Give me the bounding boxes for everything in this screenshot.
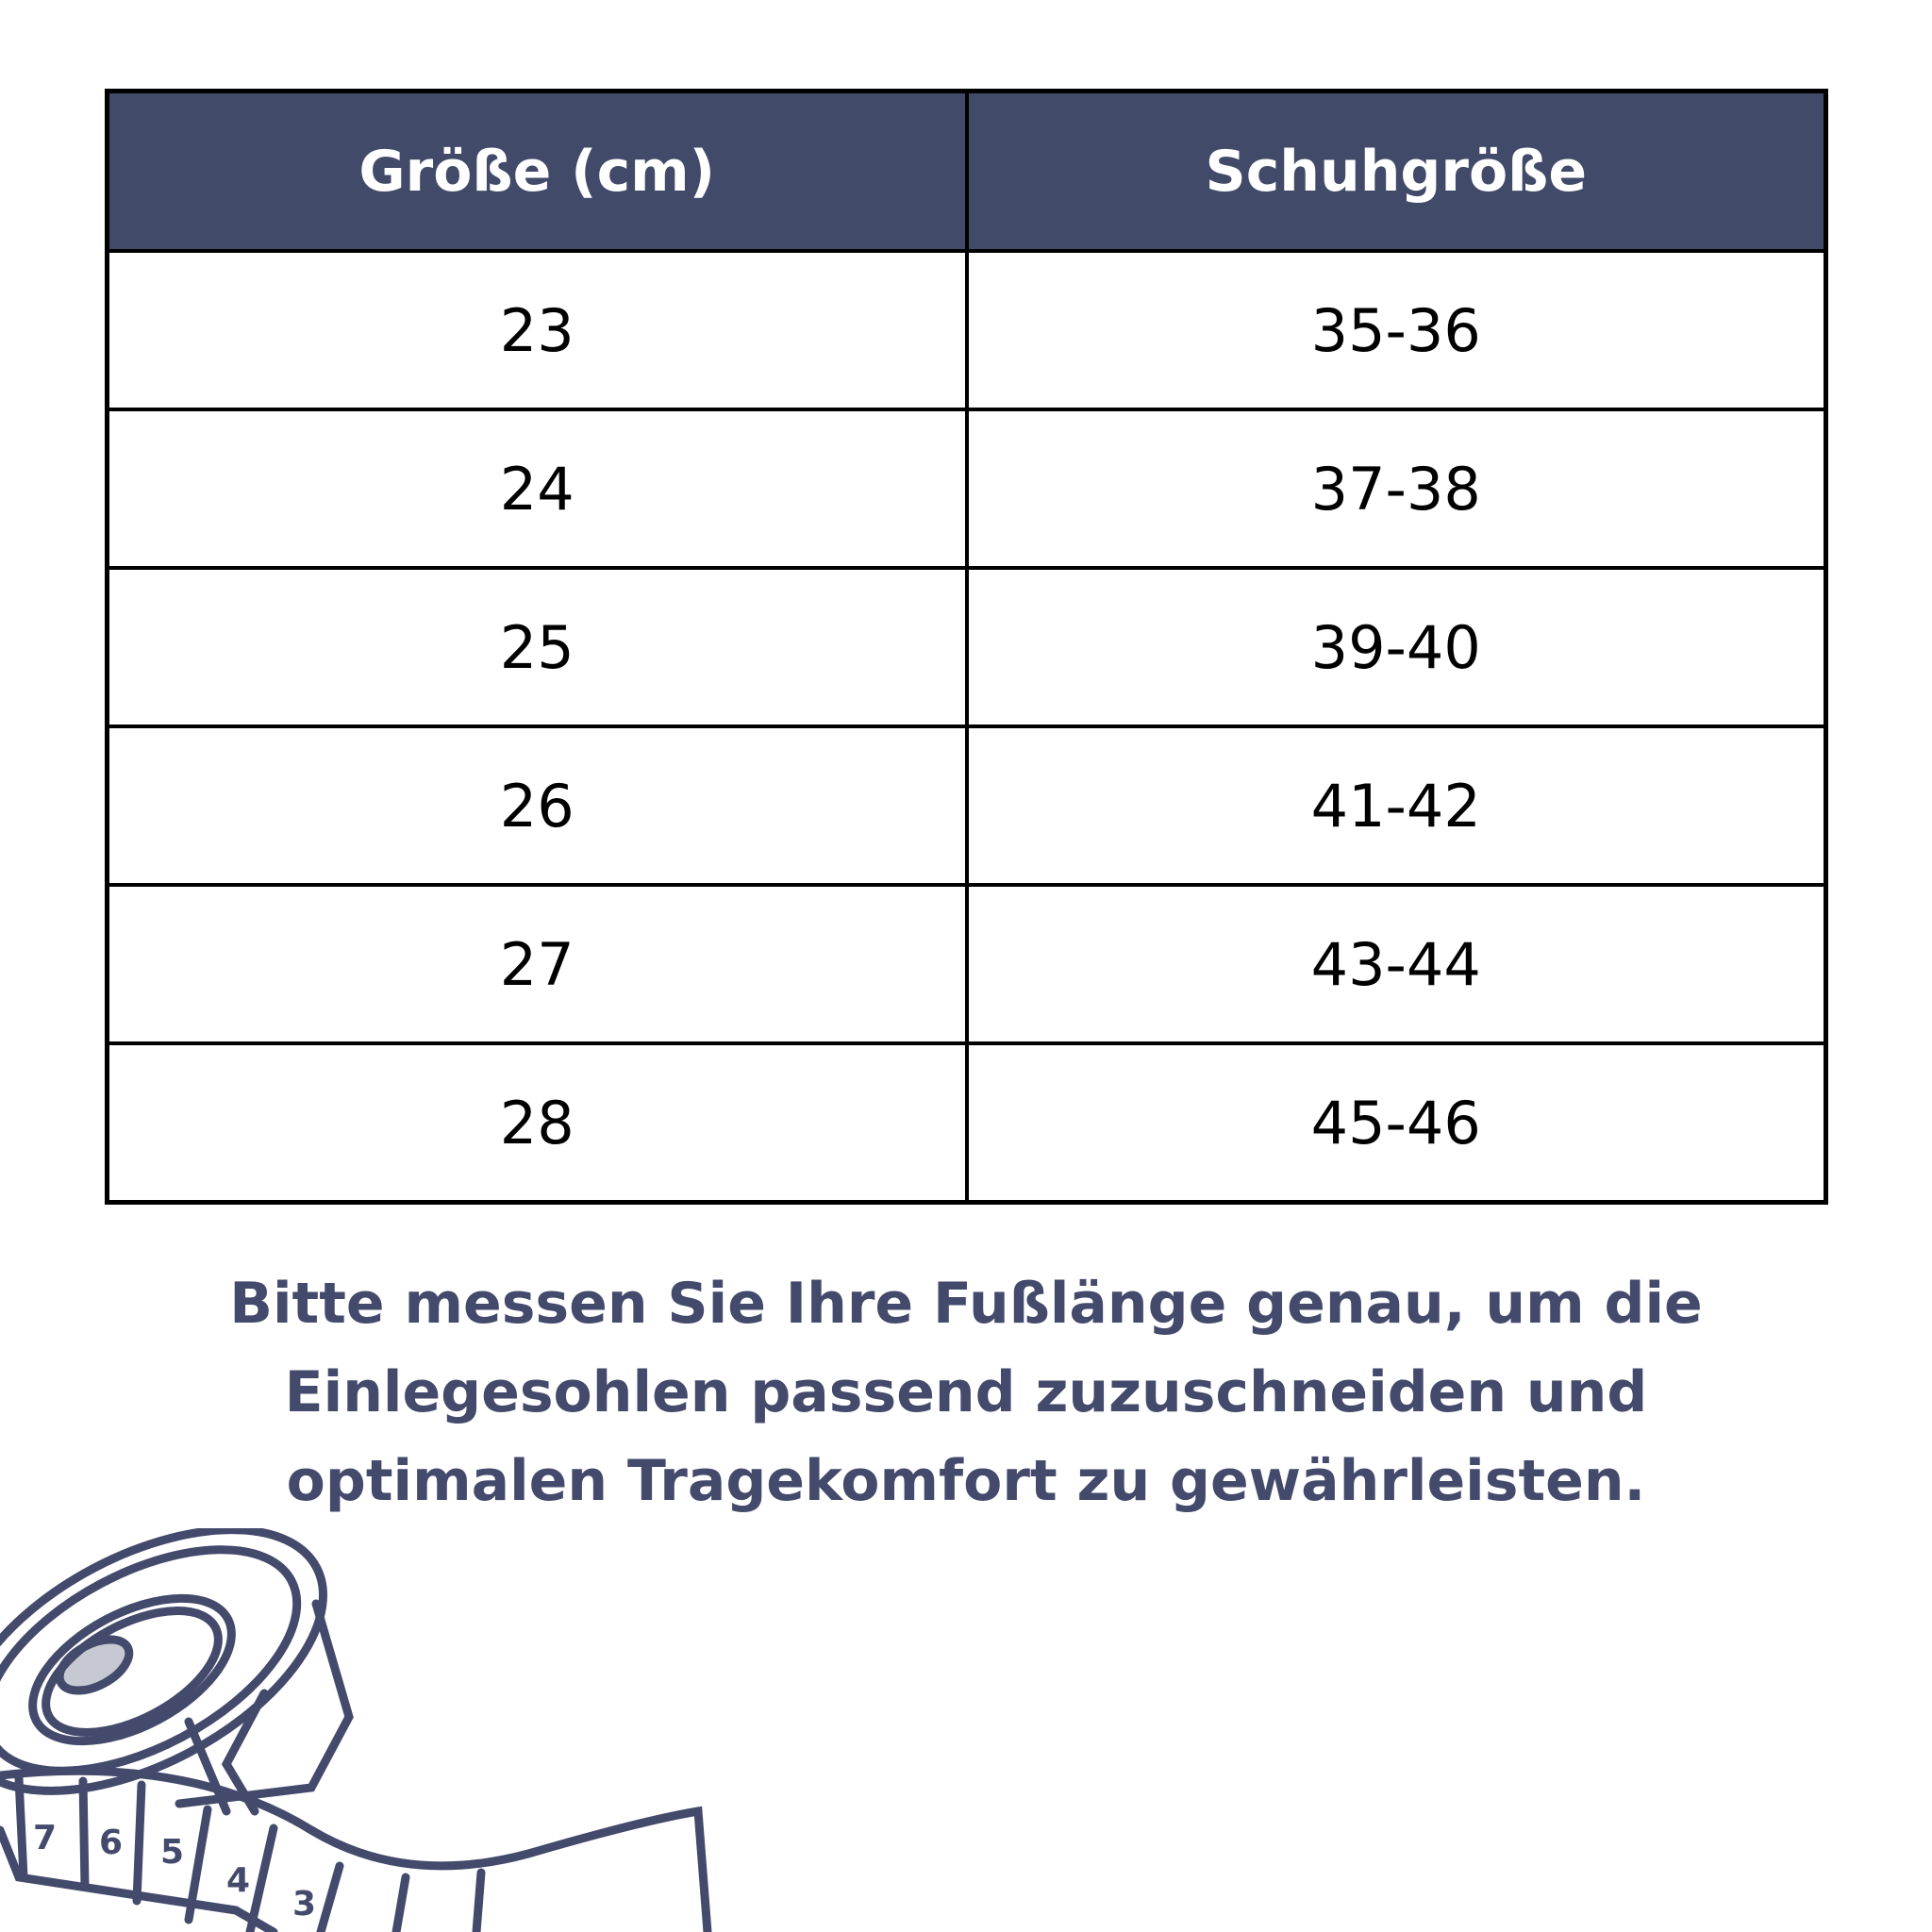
- table-row: 28 45-46: [105, 1041, 1828, 1205]
- measuring-tape-icon: 7 6 5 4 3: [0, 1528, 712, 1932]
- table-row: 23 35-36: [105, 249, 1828, 411]
- cell-shoe-size: 43-44: [964, 883, 1828, 1045]
- tape-number: 3: [292, 1885, 316, 1924]
- tape-number: 5: [160, 1833, 184, 1872]
- cell-size-cm: 27: [105, 883, 969, 1045]
- table-row: 24 37-38: [105, 408, 1828, 570]
- cell-shoe-size: 37-38: [964, 408, 1828, 570]
- tape-number: 6: [99, 1824, 123, 1862]
- cell-shoe-size: 39-40: [964, 566, 1828, 728]
- note-line: Bitte messen Sie Ihre Fußlänge genau, um…: [229, 1271, 1703, 1337]
- cell-size-cm: 26: [105, 724, 969, 887]
- table-row: 26 41-42: [105, 724, 1828, 887]
- header-shoe-size: Schuhgröße: [964, 89, 1828, 253]
- cell-shoe-size: 41-42: [964, 724, 1828, 887]
- table-header-row: Größe (cm) Schuhgröße: [105, 89, 1828, 253]
- header-size-cm: Größe (cm): [105, 89, 969, 253]
- cell-size-cm: 23: [105, 249, 969, 411]
- tape-number: 7: [33, 1819, 57, 1857]
- cell-size-cm: 28: [105, 1041, 969, 1205]
- table-row: 27 43-44: [105, 883, 1828, 1045]
- tape-number: 4: [226, 1861, 250, 1900]
- cell-shoe-size: 45-46: [964, 1041, 1828, 1205]
- table-row: 25 39-40: [105, 566, 1828, 728]
- note-line: optimalen Tragekomfort zu gewährleisten.: [286, 1448, 1646, 1514]
- cell-size-cm: 25: [105, 566, 969, 728]
- size-table: Größe (cm) Schuhgröße 23 35-36 24 37-38 25…: [105, 89, 1828, 1205]
- cell-size-cm: 24: [105, 408, 969, 570]
- cell-shoe-size: 35-36: [964, 249, 1828, 411]
- measurement-note: Bitte messen Sie Ihre Fußlänge genau, um…: [189, 1259, 1743, 1525]
- note-line: Einlegesohlen passend zuzuschneiden und: [284, 1359, 1648, 1425]
